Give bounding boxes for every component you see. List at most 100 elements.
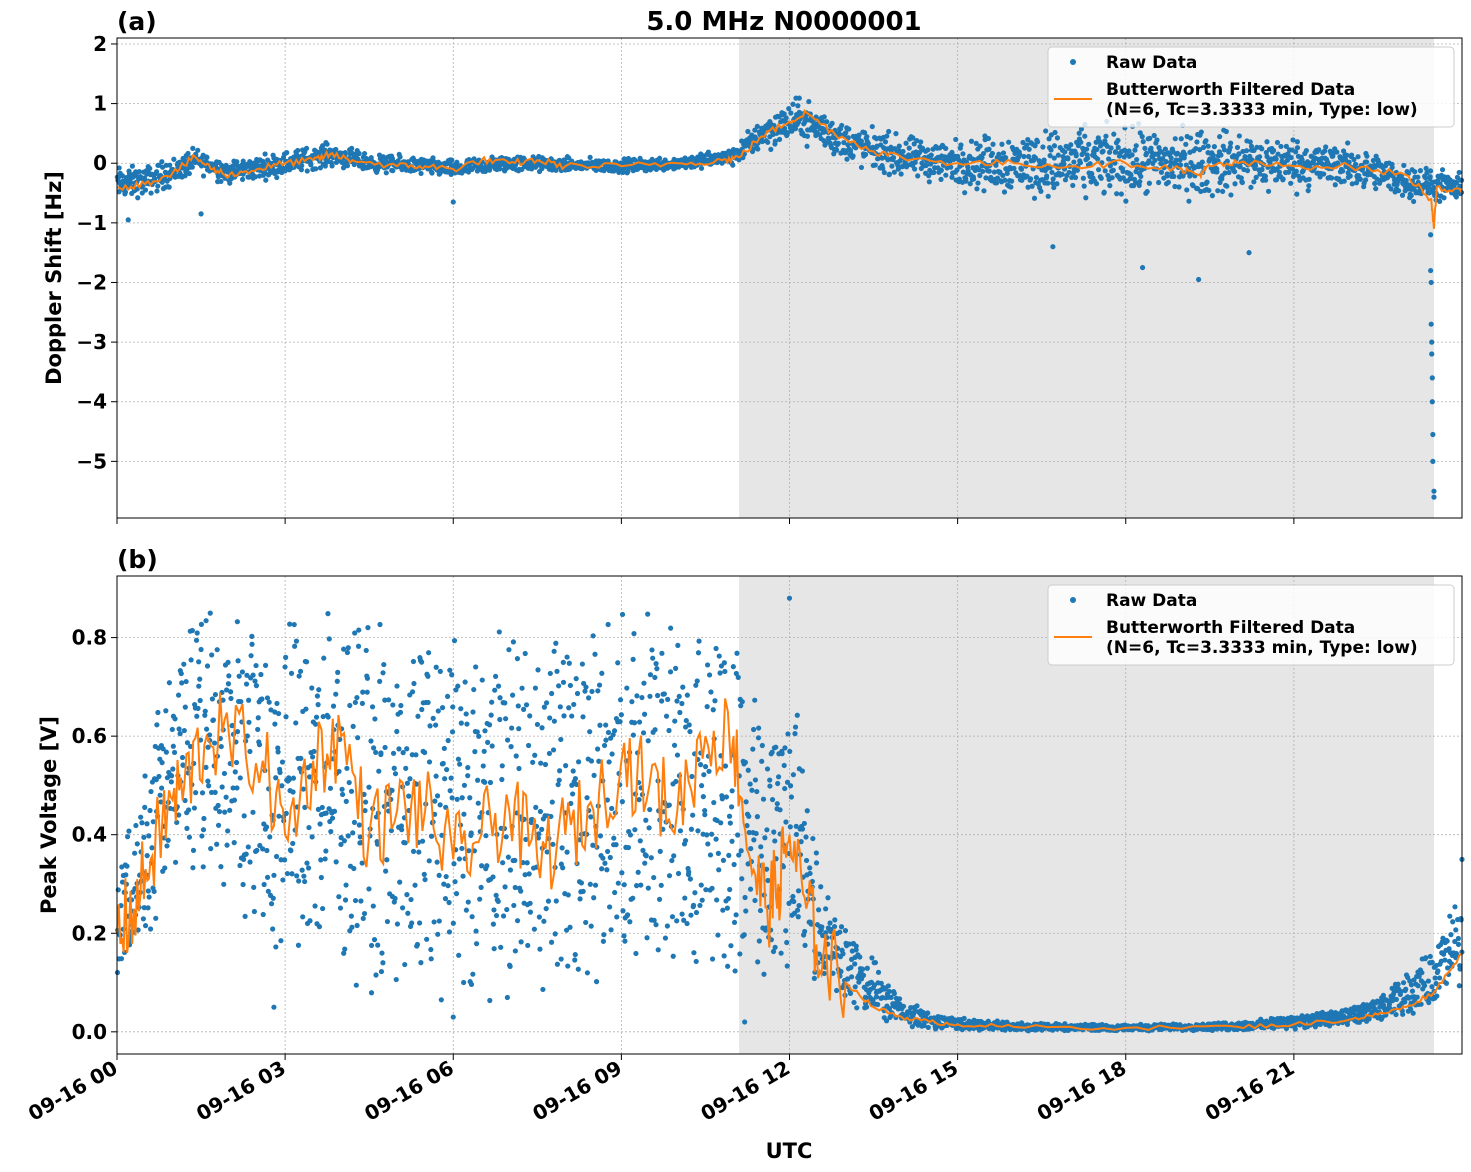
raw-point <box>1209 193 1215 199</box>
raw-point <box>792 724 799 730</box>
raw-point <box>263 824 270 830</box>
raw-outlier-point <box>1429 399 1435 405</box>
raw-point <box>713 836 719 842</box>
raw-point <box>898 171 904 177</box>
raw-point <box>1109 175 1115 181</box>
raw-point <box>441 881 447 887</box>
raw-point <box>323 810 329 816</box>
raw-point <box>856 132 862 138</box>
raw-point <box>577 896 583 902</box>
raw-point <box>273 775 279 781</box>
raw-point <box>1084 155 1091 161</box>
raw-point <box>1059 171 1065 177</box>
raw-point <box>216 808 223 815</box>
raw-point <box>679 911 685 917</box>
raw-point <box>238 698 244 705</box>
raw-point <box>426 759 433 765</box>
raw-point <box>1000 172 1006 179</box>
raw-point <box>619 870 625 876</box>
raw-point <box>607 854 613 861</box>
raw-point <box>336 768 342 775</box>
raw-point <box>632 827 638 833</box>
raw-point <box>743 799 749 805</box>
raw-point <box>164 843 170 849</box>
raw-point <box>571 701 577 708</box>
raw-point <box>813 860 820 866</box>
raw-point <box>794 907 801 913</box>
raw-point <box>322 856 328 862</box>
raw-point <box>508 744 514 750</box>
raw-point <box>394 728 400 735</box>
raw-point <box>493 912 500 919</box>
raw-point <box>756 725 762 731</box>
raw-point <box>1322 148 1328 154</box>
raw-point <box>852 984 858 990</box>
raw-point <box>862 130 868 136</box>
raw-point <box>706 768 712 774</box>
raw-point <box>473 664 479 670</box>
raw-point <box>488 712 494 718</box>
raw-point <box>170 766 176 772</box>
raw-point <box>273 944 279 950</box>
raw-point <box>350 830 356 836</box>
raw-point <box>768 146 774 153</box>
raw-point <box>250 672 256 678</box>
raw-point <box>428 833 435 839</box>
raw-point <box>975 180 981 186</box>
raw-point <box>968 138 975 144</box>
raw-point <box>308 162 314 168</box>
raw-point <box>1073 153 1079 159</box>
raw-point <box>1389 164 1395 171</box>
raw-point <box>556 777 562 783</box>
raw-point <box>358 898 364 904</box>
raw-point <box>843 130 849 136</box>
raw-point <box>705 149 712 155</box>
legend-filtered-label: Butterworth Filtered Data <box>1106 80 1355 100</box>
raw-point <box>687 876 693 882</box>
raw-point <box>539 826 545 832</box>
raw-point <box>255 726 261 733</box>
raw-point <box>1098 175 1104 181</box>
raw-point <box>717 670 723 676</box>
y-tick-label: −4 <box>76 390 107 414</box>
raw-point <box>251 884 257 890</box>
raw-point <box>757 907 764 914</box>
raw-point <box>873 994 880 1000</box>
raw-point <box>189 164 195 170</box>
raw-point <box>203 764 209 771</box>
raw-point <box>532 685 539 691</box>
raw-point <box>284 870 291 877</box>
raw-point <box>912 166 918 172</box>
raw-point <box>931 169 937 176</box>
raw-point <box>228 689 234 695</box>
raw-point <box>348 913 354 919</box>
raw-point <box>793 831 800 838</box>
raw-point <box>974 186 980 192</box>
raw-point <box>802 942 808 948</box>
raw-point <box>1238 175 1244 181</box>
raw-point <box>1294 139 1300 145</box>
raw-point <box>398 702 404 709</box>
raw-point <box>1048 147 1054 153</box>
raw-point <box>500 860 506 866</box>
raw-point <box>1303 148 1309 154</box>
panel-label: (a) <box>117 7 157 36</box>
raw-point <box>232 769 238 775</box>
raw-point <box>1095 156 1101 162</box>
raw-point <box>1273 156 1279 162</box>
legend-raw-marker <box>1070 59 1076 65</box>
raw-point <box>465 773 471 779</box>
raw-point <box>476 733 482 739</box>
raw-point <box>321 655 327 661</box>
raw-point <box>124 834 131 840</box>
raw-point <box>350 723 356 729</box>
raw-point <box>570 768 576 774</box>
raw-point <box>633 950 639 957</box>
raw-point <box>186 834 193 840</box>
raw-point <box>674 918 680 924</box>
raw-point <box>751 837 757 843</box>
raw-point <box>1027 176 1034 182</box>
legend-box <box>1047 46 1455 128</box>
raw-point <box>772 138 778 144</box>
raw-point <box>318 874 324 881</box>
